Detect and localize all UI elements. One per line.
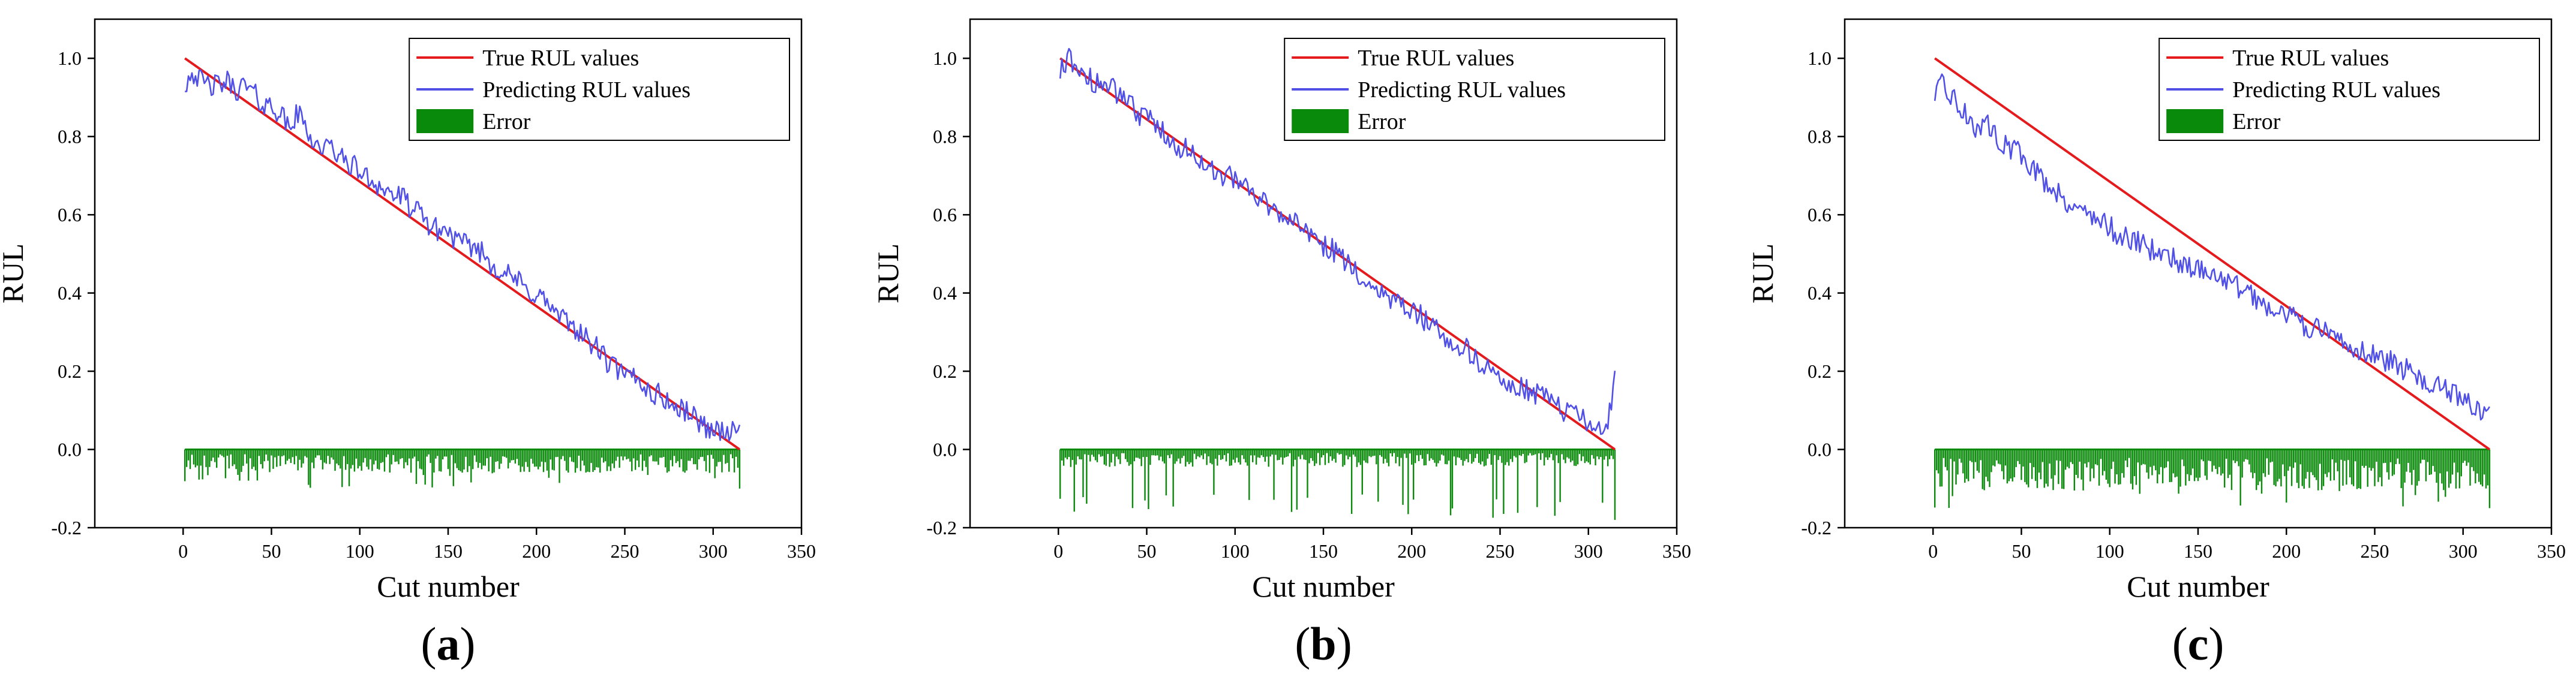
chart-panel-c: 0 50 100 150 200 250 300 350 -0.2 0.0 0.2 0.4 0.6 0.8…	[1746, 18, 2566, 670]
legend-entry: Error	[1358, 109, 1406, 134]
legend: True RUL values Predicting RUL values Erro…	[409, 38, 790, 141]
legend-swatch-error	[1292, 109, 1349, 133]
panel-label-letter: c	[2188, 618, 2209, 670]
panel-label: (a)	[421, 618, 476, 670]
true-rul-line	[1934, 57, 2491, 451]
chart-panel-a: 0 50 100 150 200 250 300 350 -0.2 0.0 0.2 0.4 0.6 0.8…	[0, 18, 816, 670]
y-axis-title: RUL	[0, 243, 29, 303]
y-tick-label: 0.0	[58, 439, 82, 461]
legend-entry: Error	[2232, 109, 2281, 134]
x-axis-title: Cut number	[1252, 570, 1395, 603]
y-axis-title: RUL	[1746, 243, 1779, 303]
error-bars	[184, 449, 741, 489]
x-tick-label: 200	[522, 540, 551, 562]
x-tick-label: 350	[1662, 540, 1691, 562]
y-tick-label: 0.6	[933, 204, 957, 225]
predicted-rul-line	[1059, 47, 1616, 435]
y-tick-label: 0.8	[933, 126, 957, 148]
x-tick-label: 250	[1486, 540, 1515, 562]
x-tick-label: 50	[1137, 540, 1157, 562]
panel-label-close-paren: )	[460, 618, 476, 670]
panel-label-close-paren: )	[2208, 618, 2224, 670]
x-tick-label: 100	[346, 540, 374, 562]
x-tick-label: 0	[178, 540, 188, 562]
legend: True RUL values Predicting RUL values Erro…	[1284, 38, 1665, 141]
legend-entry: Predicting RUL values	[1358, 77, 1566, 103]
panel-label: (b)	[1295, 618, 1352, 670]
y-tick-label: 0.4	[1808, 282, 1832, 304]
legend-swatch-error	[2166, 109, 2224, 133]
y-tick-label: 1.0	[1808, 47, 1832, 69]
y-axis-title: RUL	[871, 243, 905, 303]
predicted-rul-line	[1933, 73, 2491, 421]
y-tick-label: 1.0	[58, 47, 82, 69]
x-tick-label: 0	[1053, 540, 1063, 562]
panel-label-open-paren: (	[2172, 618, 2188, 670]
x-tick-label: 300	[2449, 540, 2478, 562]
legend-entry: True RUL values	[482, 46, 639, 71]
y-tick-label: 0.6	[1808, 204, 1832, 225]
x-tick-label: 200	[2272, 540, 2301, 562]
panel-label-close-paren: )	[1337, 618, 1352, 670]
y-tick-label: -0.2	[51, 517, 82, 538]
x-tick-label: 250	[611, 540, 640, 562]
y-tick-label: 0.4	[933, 282, 957, 304]
x-tick-label: 250	[2361, 540, 2389, 562]
x-tick-label: 100	[2095, 540, 2124, 562]
y-tick-label: 0.0	[933, 439, 957, 461]
x-tick-label: 350	[787, 540, 816, 562]
y-tick-label: 0.2	[58, 360, 82, 382]
error-bars	[1059, 449, 1616, 520]
panel-label-letter: b	[1310, 618, 1336, 670]
panel-label-open-paren: (	[421, 618, 437, 670]
y-tick-label: 0.6	[58, 204, 82, 225]
x-tick-label: 50	[262, 540, 281, 562]
x-tick-label: 150	[2184, 540, 2212, 562]
panel-label-letter: a	[437, 618, 460, 670]
legend-swatch-error	[416, 109, 474, 133]
panel-label: (c)	[2172, 618, 2224, 670]
y-tick-label: 0.8	[1808, 126, 1832, 148]
x-axis-title: Cut number	[377, 570, 520, 603]
x-tick-label: 0	[1928, 540, 1938, 562]
panel-label-open-paren: (	[1295, 618, 1310, 670]
legend-entry: Predicting RUL values	[2232, 77, 2440, 103]
y-tick-label: 0.0	[1808, 439, 1832, 461]
legend-entry: True RUL values	[2232, 46, 2389, 71]
x-tick-label: 350	[2537, 540, 2566, 562]
y-tick-label: 0.2	[933, 360, 957, 382]
legend: True RUL values Predicting RUL values Erro…	[2158, 38, 2540, 141]
x-tick-label: 200	[1397, 540, 1426, 562]
x-tick-label: 50	[2012, 540, 2031, 562]
y-tick-label: -0.2	[926, 517, 957, 538]
x-tick-label: 300	[699, 540, 728, 562]
error-bars	[1933, 449, 2491, 509]
y-tick-label: 0.2	[1808, 360, 1832, 382]
y-tick-label: 0.8	[58, 126, 82, 148]
x-tick-label: 150	[1309, 540, 1338, 562]
y-tick-label: 1.0	[933, 47, 957, 69]
y-tick-label: -0.2	[1801, 517, 1832, 538]
x-tick-label: 100	[1221, 540, 1250, 562]
y-tick-label: 0.4	[58, 282, 82, 304]
legend-entry: True RUL values	[1358, 46, 1514, 71]
legend-entry: Error	[482, 109, 531, 134]
x-axis-title: Cut number	[2127, 570, 2269, 603]
x-tick-label: 300	[1574, 540, 1603, 562]
predicted-rul-line	[185, 69, 741, 442]
chart-panel-b: 0 50 100 150 200 250 300 350 -0.2 0.0 0.2 0.4 0.6 0.8…	[871, 18, 1691, 670]
legend-entry: Predicting RUL values	[482, 77, 690, 103]
x-tick-label: 150	[434, 540, 463, 562]
